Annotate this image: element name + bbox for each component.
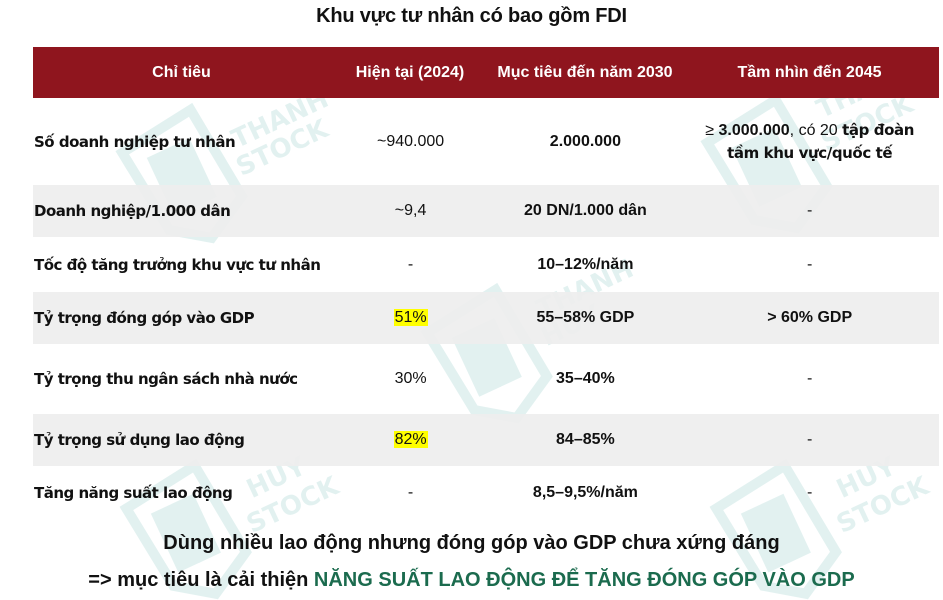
row-label: Số doanh nghiệp tư nhân: [34, 132, 236, 151]
table-header-row: Chỉ tiêu Hiện tại (2024) Mục tiêu đến nă…: [33, 47, 939, 98]
target-2030-value: 10–12%/năm: [537, 255, 634, 273]
current-value: 30%: [394, 370, 427, 387]
vision-2045-value: ≥ 3.000.000, có 20 tập đoàn tầm khu vực/…: [680, 119, 939, 164]
column-header-indicator: Chỉ tiêu: [152, 63, 211, 81]
column-header-vision-2045: Tầm nhìn đến 2045: [737, 63, 882, 81]
table-row: Tỷ trọng đóng góp vào GDP 51% 55–58% GDP…: [33, 292, 939, 344]
targets-table: Chỉ tiêu Hiện tại (2024) Mục tiêu đến nă…: [33, 47, 939, 520]
vision-group-text: tập đoàn: [842, 121, 915, 139]
page-title: Khu vực tư nhân có bao gồm FDI: [316, 5, 627, 27]
vision-2045-value: > 60% GDP: [767, 309, 853, 326]
target-2030-value: 55–58% GDP: [536, 309, 635, 326]
target-2030-value: 2.000.000: [549, 132, 621, 150]
table-row: Tỷ trọng thu ngân sách nhà nước 30% 35–4…: [33, 344, 939, 414]
table-row: Tốc độ tăng trưởng khu vực tư nhân - 10–…: [33, 237, 939, 292]
column-header-target-2030: Mục tiêu đến năm 2030: [497, 63, 673, 81]
target-2030-value: 8,5–9,5%/năm: [532, 484, 638, 501]
row-label: Doanh nghiệp/1.000 dân: [34, 202, 231, 220]
conclusion-line-1: Dùng nhiều lao động nhưng đóng góp vào G…: [163, 532, 780, 554]
vision-2045-value: -: [806, 202, 813, 219]
row-label: Tỷ trọng sử dụng lao động: [34, 431, 245, 449]
current-value: ~940.000: [376, 132, 445, 150]
current-value: ~9,4: [394, 202, 427, 219]
highlighted-value: 51%: [393, 309, 428, 326]
conclusion-prefix: => mục tiêu là cải thiện: [88, 569, 314, 591]
row-label: Tỷ trọng thu ngân sách nhà nước: [34, 370, 298, 388]
highlighted-value: 82%: [393, 431, 428, 448]
row-label: Tỷ trọng đóng góp vào GDP: [34, 309, 255, 327]
target-2030-value: 20 DN/1.000 dân: [524, 202, 647, 219]
vision-2045-value: -: [806, 370, 813, 387]
target-2030-value: 35–40%: [556, 370, 615, 387]
vision-2045-value: -: [806, 431, 813, 448]
column-header-current: Hiện tại (2024): [355, 63, 465, 81]
vision-2045-value: -: [806, 484, 813, 501]
current-value: 82%: [331, 431, 491, 449]
current-value: -: [407, 255, 414, 273]
row-label: Tốc độ tăng trưởng khu vực tư nhân: [34, 255, 321, 274]
current-value: -: [407, 484, 414, 501]
vision-count: 3.000.000: [718, 122, 790, 139]
vision-line2: tầm khu vực/quốc tế: [727, 144, 893, 162]
table-row: Tỷ trọng sử dụng lao động 82% 84–85% -: [33, 414, 939, 466]
conclusion-line-2: => mục tiêu là cải thiện NĂNG SUẤT LAO Đ…: [0, 569, 943, 592]
target-2030-value: 84–85%: [556, 431, 615, 448]
table-row: Số doanh nghiệp tư nhân ~940.000 2.000.0…: [33, 98, 939, 185]
row-label: Tăng năng suất lao động: [34, 484, 233, 502]
current-value: 51%: [331, 309, 491, 327]
vision-2045-value: -: [806, 255, 813, 273]
table-row: Tăng năng suất lao động - 8,5–9,5%/năm -: [33, 466, 939, 520]
table-row: Doanh nghiệp/1.000 dân ~9,4 20 DN/1.000 …: [33, 185, 939, 237]
vision-middle-text: , có 20: [789, 122, 843, 139]
conclusion-highlight: NĂNG SUẤT LAO ĐỘNG ĐỂ TĂNG ĐÓNG GÓP VÀO …: [313, 569, 855, 591]
